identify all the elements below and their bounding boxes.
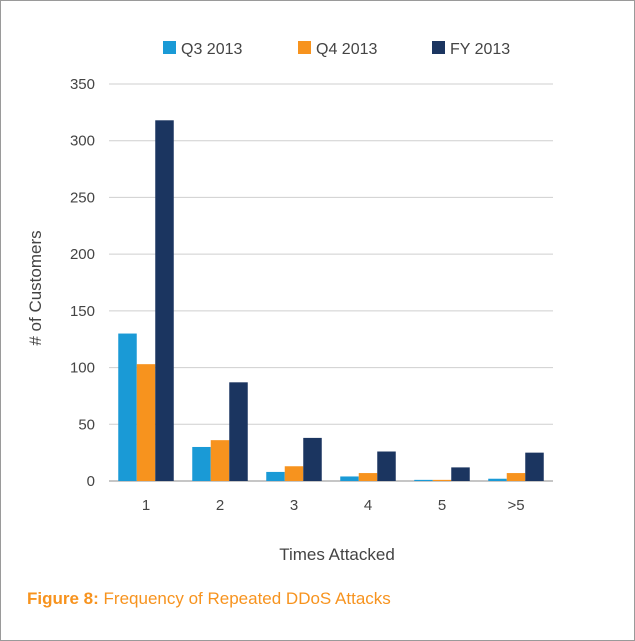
legend: Q3 2013 Q4 2013 FY 2013 (163, 41, 510, 58)
bar-q3-2013-0 (118, 333, 137, 481)
y-tick-label: 350 (70, 76, 95, 93)
legend-swatch (298, 41, 311, 54)
x-tick-label: 3 (290, 497, 298, 514)
bar-q4-2013-2 (284, 466, 304, 481)
bar-fy-2013-5 (525, 452, 544, 481)
bar-q4-2013-0 (136, 364, 156, 481)
x-tick-label: >5 (507, 497, 524, 514)
y-axis-title: # of Customers (26, 230, 45, 345)
bar-q3-2013-3 (340, 476, 359, 481)
legend-swatch (163, 41, 176, 54)
bars (118, 120, 544, 481)
grid-lines (109, 83, 553, 482)
y-tick-label: 50 (78, 416, 95, 433)
figure-caption-text: Frequency of Repeated DDoS Attacks (103, 589, 391, 608)
legend-label: FY 2013 (450, 41, 510, 58)
legend-label: Q4 2013 (316, 41, 377, 58)
bar-chart: 0 50 100 150 200 250 300 350 1 2 3 4 5 >5 Q3 2013 Q4 … (26, 41, 553, 564)
x-tick-labels: 1 2 3 4 5 >5 (142, 497, 525, 514)
x-axis-title: Times Attacked (279, 545, 395, 564)
bar-q4-2013-4 (432, 479, 452, 481)
y-tick-label: 300 (70, 133, 95, 150)
x-tick-label: 2 (216, 497, 224, 514)
bar-q4-2013-1 (210, 440, 230, 481)
y-tick-label: 100 (70, 360, 95, 377)
figure-caption: Figure 8: Frequency of Repeated DDoS Att… (27, 589, 391, 609)
bar-fy-2013-3 (377, 451, 396, 481)
y-tick-label: 150 (70, 303, 95, 320)
bar-q3-2013-5 (488, 478, 507, 481)
bar-fy-2013-1 (229, 382, 248, 481)
y-tick-label: 0 (87, 473, 95, 490)
y-tick-labels: 0 50 100 150 200 250 300 350 (70, 76, 95, 490)
legend-label: Q3 2013 (181, 41, 242, 58)
bar-q4-2013-3 (358, 473, 378, 481)
bar-fy-2013-4 (451, 467, 470, 481)
x-tick-label: 1 (142, 497, 150, 514)
y-tick-label: 250 (70, 189, 95, 206)
y-tick-label: 200 (70, 246, 95, 263)
figure-caption-label: Figure 8: (27, 589, 99, 608)
bar-q3-2013-4 (414, 479, 433, 481)
legend-swatch (432, 41, 445, 54)
bar-fy-2013-2 (303, 437, 322, 481)
bar-q4-2013-5 (506, 473, 526, 481)
bar-fy-2013-0 (155, 120, 174, 481)
bar-q3-2013-2 (266, 471, 285, 481)
x-tick-label: 4 (364, 497, 372, 514)
x-tick-label: 5 (438, 497, 446, 514)
bar-q3-2013-1 (192, 446, 211, 481)
